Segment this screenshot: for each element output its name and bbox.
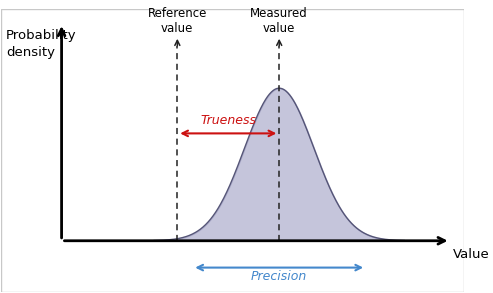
Text: Reference
value: Reference value xyxy=(147,6,207,35)
Text: Probability
density: Probability density xyxy=(6,29,76,59)
Text: Measured
value: Measured value xyxy=(250,6,308,35)
Text: Precision: Precision xyxy=(251,270,307,283)
Text: Value: Value xyxy=(453,248,490,261)
Text: Trueness: Trueness xyxy=(200,114,256,127)
